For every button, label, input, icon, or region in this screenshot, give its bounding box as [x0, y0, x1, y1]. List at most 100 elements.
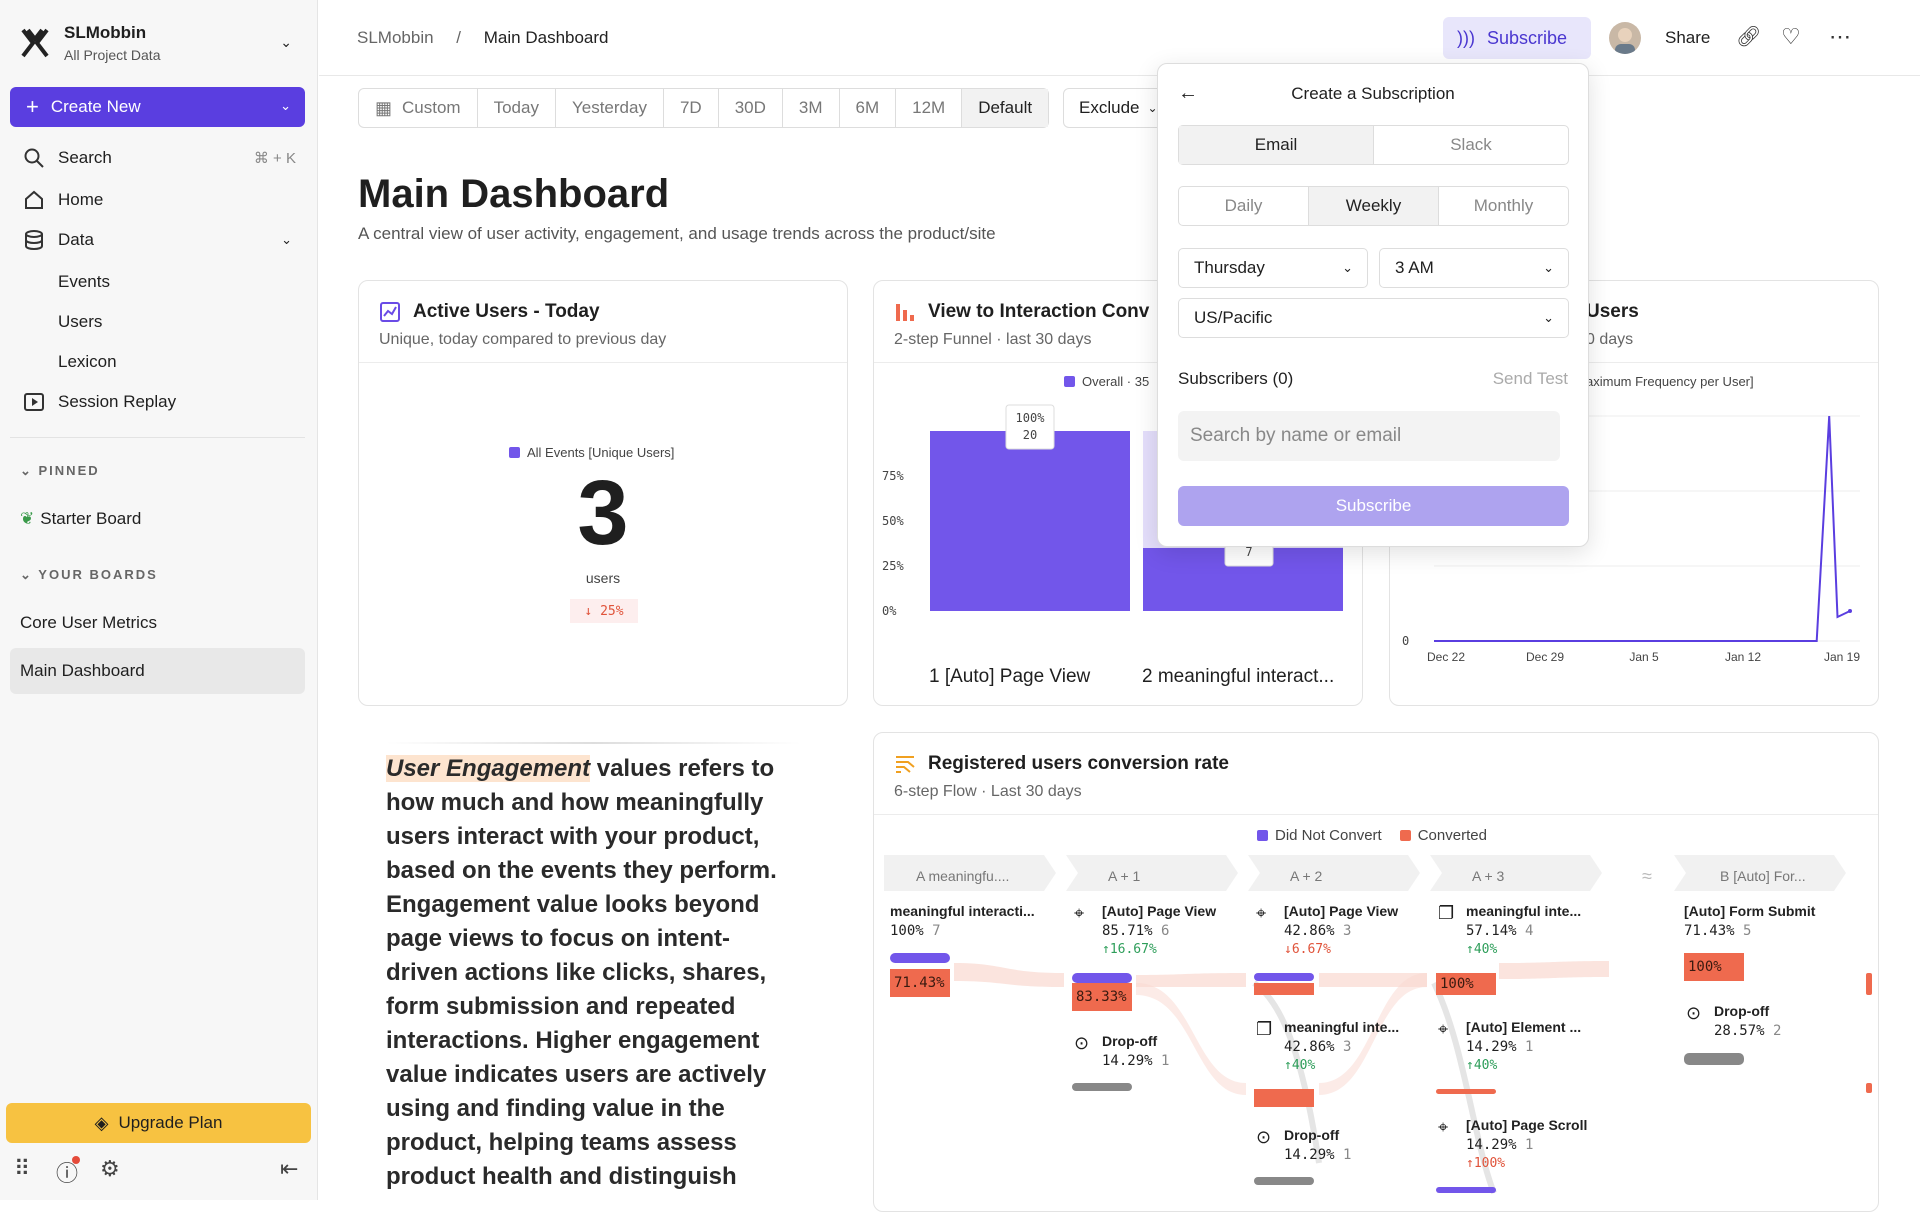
flow-node-title: [Auto] Page Scroll [1466, 1117, 1588, 1133]
date-7d[interactable]: 7D [664, 89, 719, 127]
flow-node-dropoff[interactable]: ⊙ Drop-off 28.57% 2 [1686, 1003, 1781, 1039]
date-3m[interactable]: 3M [783, 89, 840, 127]
date-yesterday[interactable]: Yesterday [556, 89, 664, 127]
nav-events[interactable]: Events [58, 272, 110, 291]
flow-node-delta: ↑40% [1466, 1058, 1498, 1073]
day-select[interactable]: Thursday ⌄ [1178, 248, 1368, 288]
upgrade-plan-button[interactable]: ◈ Upgrade Plan [6, 1103, 311, 1143]
date-custom[interactable]: ▦ Custom [359, 89, 478, 127]
date-30d[interactable]: 30D [719, 89, 783, 127]
flow-node-pct: 57.14% [1466, 923, 1517, 939]
frequency-weekly[interactable]: Weekly [1309, 187, 1439, 225]
board-core-user-metrics[interactable]: Core User Metrics [10, 600, 305, 646]
search-shortcut: ⌘ + K [253, 150, 296, 167]
flow-bar [1254, 973, 1314, 981]
funnel-bar-label-box [1005, 404, 1055, 450]
y-tick-label: 0% [882, 604, 897, 618]
heart-icon[interactable]: ♡ [1781, 24, 1801, 49]
date-12m[interactable]: 12M [896, 89, 963, 127]
flow-node[interactable]: ⌖ [Auto] Page View 42.86% 3 ↓6.67% [1256, 903, 1398, 957]
frequency-monthly[interactable]: Monthly [1473, 196, 1534, 215]
create-new-button[interactable]: + Create New ⌄ [10, 87, 305, 127]
flow-node-pct: 14.29% [1102, 1053, 1153, 1069]
legend-swatch [1064, 376, 1075, 387]
settings-gear-icon[interactable]: ⚙ [100, 1156, 120, 1181]
flow-node-title: Drop-off [1102, 1033, 1158, 1049]
flow-node-title: [Auto] Element ... [1466, 1019, 1582, 1035]
flow-node[interactable]: ❐ meaningful inte... 42.86% 3 ↑40% [1256, 1019, 1399, 1073]
metric-value: 3 [577, 462, 629, 564]
card-title: Users [1586, 301, 1639, 322]
home-icon [25, 190, 43, 209]
collapse-steps-icon[interactable]: ≈ [1642, 866, 1652, 886]
legend-swatch [1257, 830, 1268, 841]
legend-label: All Events [Unique Users] [527, 445, 675, 460]
more-icon[interactable]: ⋯ [1829, 24, 1851, 49]
channel-slack[interactable]: Slack [1450, 135, 1492, 154]
funnel-bar-pct: 100% [1016, 411, 1046, 425]
flow-step-label: A meaningfu.... [916, 868, 1010, 884]
flow-node-pct: 14.29% [1466, 1137, 1517, 1153]
flow-node-dropoff[interactable]: ⊙ Drop-off 14.29% 1 [1256, 1127, 1351, 1163]
date-6m[interactable]: 6M [840, 89, 897, 127]
avatar[interactable] [1609, 22, 1641, 54]
nav-data-label: Data [58, 230, 94, 249]
flow-node-count: 1 [1343, 1147, 1352, 1163]
flow-node[interactable]: [Auto] Form Submit 71.43% 5 [1684, 903, 1815, 939]
frequency-daily[interactable]: Daily [1179, 187, 1309, 225]
nav-search[interactable]: Search ⌘ + K [0, 140, 318, 176]
subscription-modal: ← Create a Subscription Email Slack Dail… [1157, 63, 1589, 547]
back-arrow-icon[interactable]: ← [1178, 82, 1198, 104]
date-today[interactable]: Today [478, 89, 556, 127]
time-select[interactable]: 3 AM ⌄ [1379, 248, 1569, 288]
card-active-users[interactable]: Active Users - Today Unique, today compa… [358, 280, 848, 706]
nav-home[interactable]: Home [0, 182, 318, 218]
breadcrumb-root[interactable]: SLMobbin [357, 28, 434, 47]
channel-toggle: Email Slack [1178, 125, 1569, 165]
card-flow[interactable]: Registered users conversion rate 6-step … [873, 732, 1879, 1212]
card-title: View to Interaction Conv [928, 301, 1150, 322]
pinned-starter-board[interactable]: ❦ Starter Board [10, 496, 305, 542]
nav-lexicon[interactable]: Lexicon [58, 352, 117, 371]
link-icon[interactable]: 🔗︎ [1736, 26, 1762, 48]
workspace-name: SLMobbin [64, 23, 147, 42]
pinned-header[interactable]: ⌄ PINNED [20, 463, 100, 479]
subscriber-search-input[interactable] [1178, 411, 1560, 461]
flow-node-pct: 42.86% [1284, 923, 1335, 939]
chevron-down-icon: ⌄ [1342, 260, 1353, 275]
copy-icon: ❐ [1438, 903, 1455, 923]
chevron-down-icon: ⌄ [1147, 101, 1158, 115]
flow-node-title: meaningful inte... [1466, 903, 1582, 919]
flow-node[interactable]: meaningful interacti... 100% 7 [890, 903, 1035, 939]
share-button[interactable]: Share [1665, 28, 1711, 47]
workspace-switcher[interactable]: SLMobbin All Project Data ⌄ [20, 18, 300, 68]
channel-email[interactable]: Email [1179, 126, 1374, 164]
send-test-button[interactable]: Send Test [1492, 369, 1568, 388]
apps-grid-icon[interactable]: ⠿ [14, 1156, 31, 1181]
flow-node[interactable]: ⌖ [Auto] Element ... 14.29% 1 ↑40% [1438, 1019, 1581, 1073]
subscribe-button[interactable]: ))) Subscribe [1443, 17, 1591, 59]
card-subtitle: Unique, today compared to previous day [379, 331, 667, 348]
flow-node-title: meaningful interacti... [890, 903, 1035, 919]
sprout-icon: ❦ [20, 509, 35, 528]
your-boards-header[interactable]: ⌄ YOUR BOARDS [20, 567, 158, 583]
nav-session-replay[interactable]: Session Replay [0, 384, 318, 420]
nav-users[interactable]: Users [58, 312, 103, 331]
flow-node[interactable]: ⌖ [Auto] Page View 85.71% 6 ↑16.67% [1074, 903, 1216, 957]
timezone-select[interactable]: US/Pacific ⌄ [1178, 298, 1569, 338]
modal-subscribe-button[interactable]: Subscribe [1178, 486, 1569, 526]
flow-node-dropoff[interactable]: ⊙ Drop-off 14.29% 1 [1074, 1033, 1169, 1069]
flow-node[interactable]: ⌖ [Auto] Page Scroll 14.29% 1 ↑100% [1438, 1117, 1587, 1171]
upgrade-label: Upgrade Plan [118, 1113, 223, 1132]
board-main-dashboard[interactable]: Main Dashboard [10, 648, 305, 694]
flow-converted-bar [1254, 1089, 1314, 1107]
flow-node[interactable]: ❐ meaningful inte... 57.14% 4 ↑40% [1438, 903, 1581, 957]
help-icon[interactable]: ⓘ [56, 1156, 80, 1188]
nav-search-label: Search [58, 148, 112, 167]
nav-data[interactable]: Data ⌄ [0, 222, 318, 258]
divider [10, 437, 305, 438]
collapse-sidebar-icon[interactable]: ⇤ [280, 1156, 299, 1181]
date-default[interactable]: Default [962, 89, 1049, 127]
pinned-starter-board-label: Starter Board [40, 509, 142, 528]
engagement-text: User Engagement values refers to how muc… [386, 752, 801, 1194]
